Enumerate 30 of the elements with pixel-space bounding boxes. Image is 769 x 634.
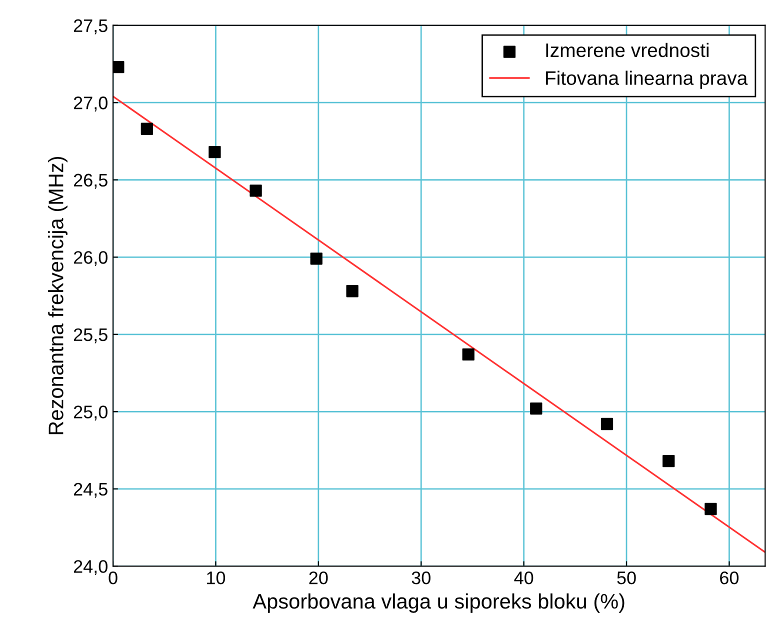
legend-label: Fitovana linearna prava xyxy=(546,70,748,89)
point xyxy=(462,348,474,361)
x-tick-label: 30 xyxy=(412,572,430,584)
y-tick-label: 27,5 xyxy=(74,19,108,34)
point xyxy=(310,252,322,265)
point xyxy=(530,402,542,415)
legend-label: Izmerene vrednosti xyxy=(546,42,709,58)
x-tick-label: 50 xyxy=(617,572,636,584)
y-tick-label: 27,0 xyxy=(74,96,108,112)
point xyxy=(113,61,124,74)
x-axis-title: Apsorbovana vlaga u siporeks bloku (%) xyxy=(252,593,624,613)
y-axis-title: Rezonantna frekvencija (MHz) xyxy=(48,156,68,434)
point xyxy=(662,455,675,468)
y-tick-label: 25,5 xyxy=(74,328,108,344)
point xyxy=(600,418,614,430)
y-tick-label: 25,0 xyxy=(74,406,108,420)
y-tick-label: 26,5 xyxy=(74,174,108,189)
point xyxy=(346,285,358,298)
y-tick-label: 24,5 xyxy=(74,482,108,498)
x-tick-label: 10 xyxy=(207,572,226,584)
point xyxy=(208,146,221,158)
point xyxy=(250,184,262,197)
x-tick-label: 0 xyxy=(108,572,118,584)
point xyxy=(140,122,154,135)
x-tick-label: 60 xyxy=(720,572,739,584)
point xyxy=(704,502,717,516)
x-tick-label: 20 xyxy=(309,572,328,584)
y-tick-label: 24,0 xyxy=(74,560,108,576)
x-tick-label: 40 xyxy=(514,572,534,584)
y-tick-label: 26,0 xyxy=(74,251,108,266)
